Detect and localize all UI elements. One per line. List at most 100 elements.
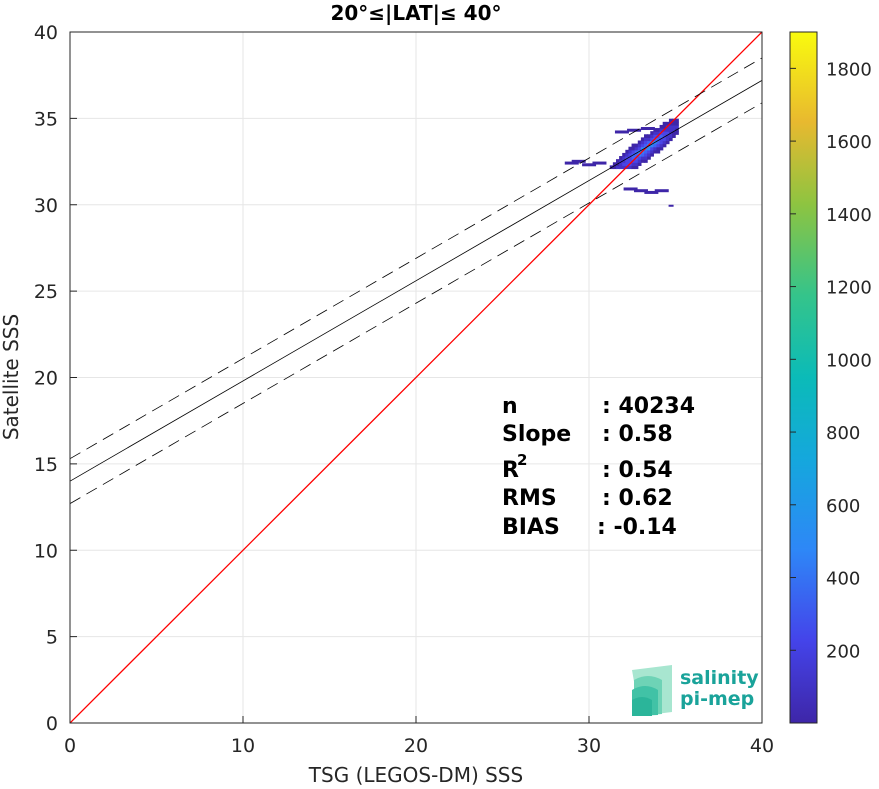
y-axis-label: Satellite SSS	[0, 314, 23, 440]
lower-bound-line	[70, 102, 762, 504]
density-cell-50	[637, 143, 642, 148]
density-cell-5	[615, 159, 620, 163]
density-cell-40	[634, 152, 639, 157]
y-tick-label-0: 0	[46, 713, 58, 735]
stat-rms-value: : 0.62	[602, 486, 673, 511]
stats-box: n : 40234 Slope : 0.58 R 2 : 0.54 RMS : …	[502, 394, 695, 540]
stat-slope-label: Slope	[502, 422, 571, 447]
density-cell-26	[628, 149, 633, 154]
density-cell-72	[647, 146, 651, 151]
density-cell-17	[625, 159, 630, 163]
wave-logo-icon	[632, 665, 672, 716]
density-cell-63	[644, 149, 648, 154]
density-cell-42	[634, 146, 639, 151]
density-cell-20	[625, 149, 630, 154]
chart-title: 20°≤|LAT|≤ 40°	[330, 1, 501, 25]
density-cell-82	[650, 137, 654, 142]
density-cell-24	[628, 156, 633, 160]
density-outlier	[668, 204, 674, 207]
density-cell-123	[665, 121, 670, 126]
density-cell-119	[665, 134, 670, 138]
density-cell-59	[640, 137, 645, 142]
density-cell-69	[647, 156, 651, 160]
density-cell-18	[625, 156, 630, 160]
density-cell-3	[615, 165, 620, 170]
density-cell-29	[631, 162, 636, 166]
y-tick-label-8: 40	[34, 22, 58, 44]
colorbar: 200 400 600 800 1000 1200 1400 1600 1800	[789, 31, 872, 724]
density-cell-102	[659, 143, 664, 148]
density-cell-130	[668, 118, 673, 123]
y-tick-label-3: 15	[34, 454, 58, 476]
stat-rms-label: RMS	[502, 486, 557, 511]
density-cell-97	[656, 137, 661, 142]
density-cell-104	[659, 137, 664, 142]
density-cell-86	[653, 146, 658, 151]
density-cell-147	[633, 189, 648, 193]
density-cell-115	[662, 124, 667, 129]
density-cell-37	[634, 162, 639, 166]
x-axis-label: TSG (LEGOS-DM) SSS	[308, 763, 523, 787]
stat-r2-sup: 2	[517, 451, 527, 469]
density-cell-41	[634, 149, 639, 154]
regression-line	[70, 80, 762, 482]
density-cell-142	[564, 161, 579, 165]
stat-bias-label: BIAS	[502, 515, 560, 540]
stat-r2-value: : 0.54	[602, 458, 673, 483]
colorbar-tick-label-3: 800	[826, 423, 860, 444]
density-cell-96	[656, 140, 661, 145]
density-cell-12	[622, 159, 626, 163]
density-cell-132	[672, 131, 676, 135]
stat-slope-value: : 0.58	[602, 422, 673, 447]
density-cell-46	[637, 156, 642, 160]
stat-r2-label: R	[502, 458, 519, 483]
y-tick-label-4: 20	[34, 368, 58, 390]
density-cell-150	[614, 130, 629, 134]
density-cell-140	[675, 121, 679, 126]
density-cell-6	[619, 165, 623, 170]
density-cell-52	[640, 159, 645, 163]
y-tick-label-6: 30	[34, 195, 58, 217]
density-cell-101	[659, 146, 664, 151]
density-cell-141	[675, 118, 679, 123]
stat-n-value: : 40234	[602, 394, 695, 419]
density-cell-21	[628, 165, 633, 170]
density-cell-77	[650, 152, 654, 157]
density-cell-43	[634, 143, 639, 148]
logo-text-pimep: pi-mep	[680, 688, 754, 710]
colorbar-tick-label-8: 1800	[826, 59, 872, 80]
density-cell-2	[612, 162, 617, 166]
stat-bias-value: : -0.14	[597, 515, 677, 540]
density-cell-19	[625, 152, 630, 157]
colorbar-tick-label-5: 1200	[826, 278, 872, 299]
density-cell-87	[653, 143, 658, 148]
density-cell-10	[622, 165, 626, 170]
density-cell-120	[665, 131, 670, 135]
density-cell-53	[640, 156, 645, 160]
density-cell-110	[662, 140, 667, 145]
density-cell-62	[644, 152, 648, 157]
density-cell-78	[650, 149, 654, 154]
fit-lines	[70, 32, 762, 723]
axis-ticks: 0 10 20 30 40 0 5 10 15 20 25 30 35 40	[34, 22, 774, 757]
density-cell-121	[665, 128, 670, 132]
density-cell-11	[622, 162, 626, 166]
density-cell-7	[619, 162, 623, 166]
density-cell-8	[619, 159, 623, 163]
density-cell-60	[644, 159, 648, 163]
x-tick-label-3: 30	[577, 735, 601, 757]
density-cell-79	[650, 146, 654, 151]
density-cell-57	[640, 143, 645, 148]
colorbar-ticks: 200 400 600 800 1000 1200 1400 1600 1800	[790, 59, 872, 662]
density-cell-35	[631, 143, 636, 148]
density-cell-51	[637, 140, 642, 145]
density-cell-127	[668, 128, 673, 132]
density-cell-58	[640, 140, 645, 145]
density-cell-112	[662, 134, 667, 138]
density-cell-75	[647, 137, 651, 142]
density-cell-149	[654, 189, 669, 193]
colorbar-gradient	[789, 31, 818, 724]
density-cell-61	[644, 156, 648, 160]
colorbar-tick-label-6: 1400	[826, 205, 872, 226]
